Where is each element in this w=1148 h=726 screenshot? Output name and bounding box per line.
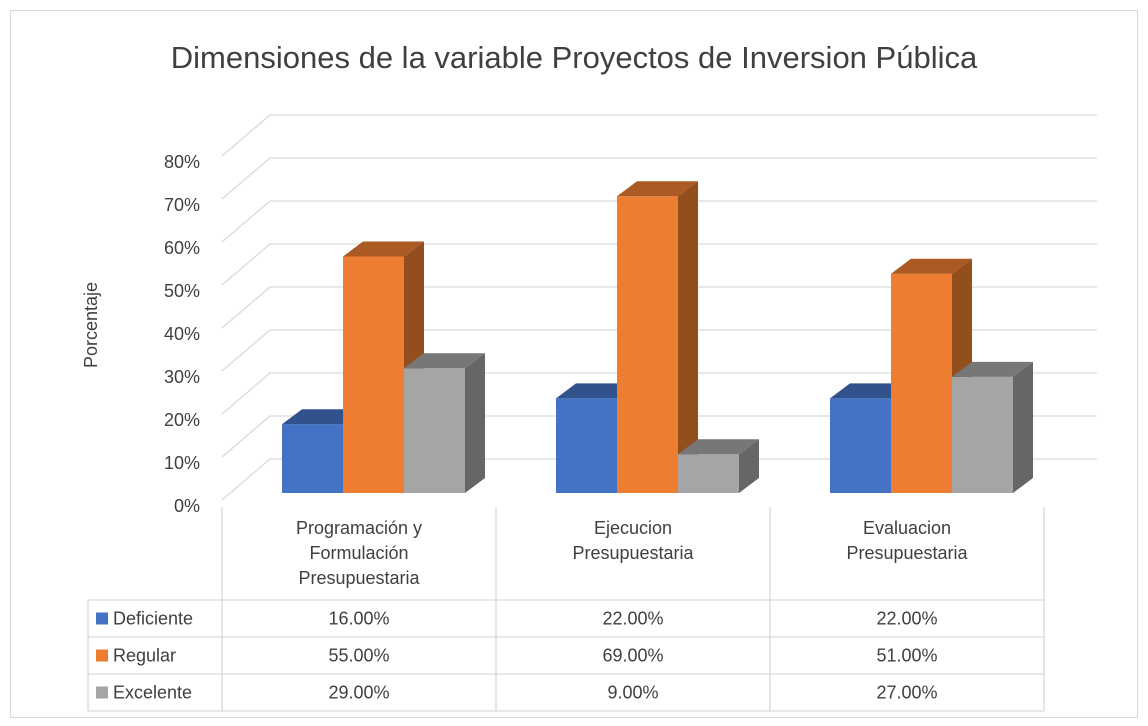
- y-tick-label: 70%: [164, 195, 200, 215]
- table-value: 55.00%: [328, 645, 389, 665]
- legend-label: Excelente: [113, 682, 192, 702]
- bar-front: [556, 398, 617, 493]
- category-label: Ejecucion Presupuestaria: [572, 518, 694, 563]
- category-label: Programación y Formulación Presupuestari…: [295, 518, 423, 588]
- y-tick-label: 40%: [164, 324, 200, 344]
- table-value: 69.00%: [602, 645, 663, 665]
- bar-side: [465, 353, 485, 493]
- y-axis-label: Porcentaje: [81, 282, 101, 368]
- bar-top: [617, 181, 698, 197]
- table-value: 22.00%: [602, 608, 663, 628]
- bar-front: [343, 256, 404, 493]
- bar-front: [830, 398, 891, 493]
- bar-top: [678, 439, 759, 455]
- grid-line: [221, 200, 1097, 243]
- y-tick-label: 10%: [164, 453, 200, 473]
- legend-label: Deficiente: [113, 608, 193, 628]
- bar-top: [891, 258, 972, 274]
- bar-top: [343, 241, 424, 257]
- grid-line: [221, 243, 1097, 286]
- bar-top: [556, 383, 637, 399]
- bar-side: [739, 439, 759, 493]
- bar-top: [282, 409, 363, 425]
- grid-line: [221, 286, 1097, 329]
- legend-swatch: [96, 649, 108, 662]
- bar-top: [952, 361, 1033, 377]
- bar-side: [678, 181, 698, 494]
- table-value: 9.00%: [607, 682, 658, 702]
- y-tick-label: 50%: [164, 281, 200, 301]
- table-value: 27.00%: [876, 682, 937, 702]
- legend-label: Regular: [113, 645, 176, 665]
- grid-line: [221, 372, 1097, 415]
- y-tick-label: 30%: [164, 367, 200, 387]
- y-tick-label: 20%: [164, 410, 200, 430]
- table-value: 16.00%: [328, 608, 389, 628]
- y-tick-label: 0%: [174, 496, 200, 516]
- category-label: Evaluacion Presupuestaria: [846, 518, 968, 563]
- bar-front: [617, 196, 678, 494]
- table-value: 22.00%: [876, 608, 937, 628]
- grid-line: [221, 458, 1097, 501]
- bar-front: [404, 368, 465, 493]
- bar-side: [1013, 361, 1033, 493]
- grid-line: [221, 157, 1097, 200]
- bar-top: [404, 353, 485, 369]
- y-tick-label: 80%: [164, 152, 200, 172]
- chart-title: Dimensiones de la variable Proyectos de …: [171, 40, 978, 75]
- bar-front: [891, 273, 952, 493]
- table-value: 51.00%: [876, 645, 937, 665]
- bar-top: [830, 383, 911, 399]
- grid-line: [221, 415, 1097, 458]
- y-tick-label: 60%: [164, 238, 200, 258]
- legend-swatch: [96, 612, 108, 625]
- grid-line: [221, 114, 1097, 157]
- table-value: 29.00%: [328, 682, 389, 702]
- bar-front: [282, 424, 343, 493]
- bar-front: [952, 376, 1013, 493]
- bar-front: [678, 454, 739, 493]
- legend-swatch: [96, 686, 108, 699]
- grid-line: [221, 329, 1097, 372]
